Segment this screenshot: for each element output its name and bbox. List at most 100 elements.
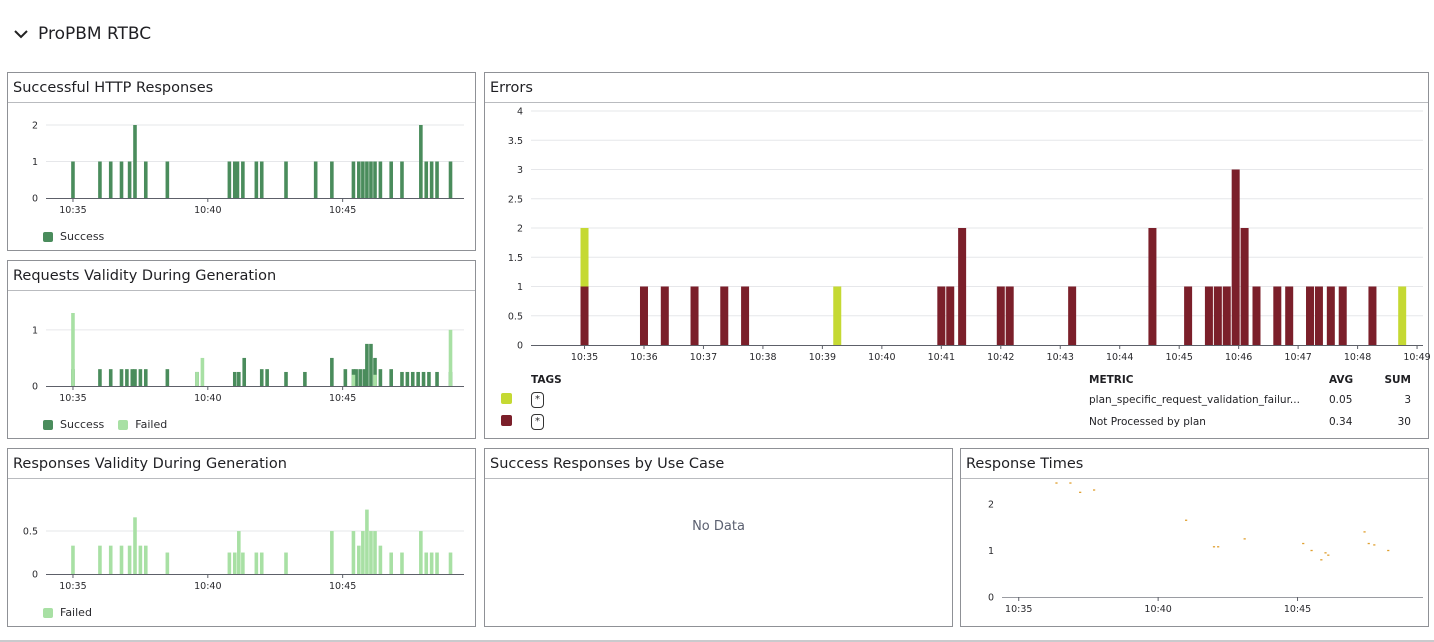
group-header[interactable]: ProPBM RTBC — [12, 20, 151, 48]
tags-cell: * — [531, 389, 1089, 411]
widget-response-times[interactable]: Response Times 0 1 2 10:35 10:40 10:45 — [960, 448, 1429, 627]
y-tick-label: 1 — [517, 282, 523, 293]
x-tick-label: 10:40 — [194, 205, 221, 216]
chart-responses-validity[interactable]: 0 0.5 10:35 10:40 10:45 — [8, 449, 477, 628]
chart-bar — [313, 161, 318, 198]
metric-column-header[interactable]: METRIC — [1089, 374, 1134, 386]
scatter-point — [1324, 552, 1327, 554]
chart-bar — [427, 371, 431, 386]
legend-item-failed[interactable]: Failed — [43, 606, 92, 619]
tags-column-header[interactable]: TAGS — [531, 374, 562, 386]
chart-bar — [241, 161, 245, 198]
scatter-point — [1310, 549, 1313, 552]
scatter-point — [1217, 546, 1220, 548]
x-tick-label: 10:46 — [1225, 352, 1252, 363]
y-tick-label: 3.5 — [508, 136, 523, 147]
y-tick-label: 0 — [32, 194, 38, 205]
chart-bar — [365, 161, 369, 198]
chart-bar — [1252, 286, 1261, 345]
chart-bar — [351, 531, 356, 574]
chart-bar — [1398, 286, 1407, 345]
chart-bar — [369, 343, 373, 386]
y-tick-label: 1 — [988, 546, 994, 557]
legend-item-failed[interactable]: Failed — [118, 418, 167, 431]
y-tick-label: 3 — [517, 165, 523, 176]
chart-response-times[interactable]: 0 1 2 10:35 10:40 10:45 — [961, 449, 1430, 628]
chart-bar — [580, 286, 589, 345]
legend-label: Success — [60, 418, 105, 431]
chart-bar — [419, 531, 423, 574]
sum-column-header[interactable]: SUM — [1384, 374, 1411, 386]
x-tick-label: 10:35 — [571, 352, 598, 363]
x-tick-label: 10:41 — [928, 352, 955, 363]
chart-bar — [284, 161, 288, 198]
widget-requests-validity[interactable]: Requests Validity During Generation 0 1 10… — [7, 260, 476, 439]
scatter-point — [1387, 549, 1390, 552]
x-tick-label: 10:45 — [329, 393, 356, 404]
chart-successful-http-responses[interactable]: 0 1 2 10:35 10:40 10:45 — [8, 73, 477, 252]
scatter-point — [1302, 542, 1305, 545]
x-tick-label: 10:40 — [194, 581, 221, 592]
tags-cell: * — [531, 411, 1089, 433]
chart-bar — [424, 552, 429, 574]
legend-item-success[interactable]: Success — [43, 418, 104, 431]
table-header-row: TAGS METRIC AVG SUM — [501, 371, 1411, 389]
table-row[interactable]: * Not Processed by plan 0.34 30 — [501, 411, 1411, 433]
x-tick-label: 10:39 — [809, 352, 836, 363]
chart-bar — [429, 552, 434, 574]
widget-title[interactable]: Success Responses by Use Case — [485, 449, 952, 479]
chart-bar — [354, 369, 358, 386]
chart-bar — [1184, 286, 1193, 345]
chart-bar — [361, 531, 365, 574]
chart-bar — [958, 228, 967, 345]
chart-bar — [119, 161, 124, 198]
chart-bar — [242, 357, 247, 386]
chart-bar — [195, 371, 199, 386]
widget-title[interactable]: Requests Validity During Generation — [8, 261, 475, 291]
chart-bar — [373, 374, 377, 386]
widget-success-responses-by-use-case[interactable]: Success Responses by Use Case No Data — [484, 448, 953, 627]
widget-errors[interactable]: Errors 0 0.5 1 1.5 2 2.5 3 3.5 4 10:35 10:36 10:37 1… — [484, 72, 1431, 439]
scatter-point — [1327, 554, 1330, 556]
widget-responses-validity[interactable]: Responses Validity During Generation 0 0.… — [7, 448, 476, 627]
chart-bar — [365, 343, 369, 386]
y-tick-label: 0 — [988, 593, 994, 604]
avg-column-header[interactable]: AVG — [1329, 374, 1354, 386]
tag-badge[interactable]: * — [531, 392, 544, 408]
chevron-down-icon[interactable] — [12, 25, 30, 43]
chart-bar — [369, 161, 373, 198]
widget-title[interactable]: Errors — [485, 73, 1428, 103]
scatter-point — [1243, 538, 1246, 540]
widget-title[interactable]: Response Times — [961, 449, 1428, 479]
scatter-point — [1055, 482, 1058, 484]
tag-badge[interactable]: * — [531, 414, 544, 430]
chart-bar — [937, 286, 946, 345]
widget-title[interactable]: Successful HTTP Responses — [8, 73, 475, 103]
chart-bar — [127, 545, 132, 574]
chart-bar — [365, 509, 369, 574]
chart-bar — [424, 161, 429, 198]
chart-requests-validity[interactable]: 0 1 10:35 10:40 10:45 — [8, 261, 477, 440]
x-tick-label: 10:45 — [1284, 604, 1311, 615]
avg-cell: 0.05 — [1329, 394, 1353, 406]
x-tick-label: 10:48 — [1344, 352, 1371, 363]
chart-errors[interactable]: 0 0.5 1 1.5 2 2.5 3 3.5 4 10:35 10:36 10:37 10:38 10:… — [485, 73, 1431, 364]
widget-title[interactable]: Responses Validity During Generation — [8, 449, 475, 479]
chart-bar — [720, 286, 729, 345]
widget-successful-http-responses[interactable]: Successful HTTP Responses 0 1 2 10:35 10:40 1… — [7, 72, 476, 251]
scatter-point — [1079, 491, 1082, 493]
x-tick-label: 10:35 — [59, 205, 86, 216]
chart-bar — [71, 161, 75, 198]
chart-bar — [405, 371, 410, 386]
chart-bar — [143, 369, 148, 386]
group-title: ProPBM RTBC — [38, 24, 152, 44]
scatter-point — [1093, 489, 1096, 491]
x-tick-label: 10:44 — [1106, 352, 1133, 363]
swatch-column-header — [501, 371, 531, 389]
legend-item-success[interactable]: Success — [43, 230, 104, 243]
scatter-point — [1185, 519, 1188, 521]
chart-bar — [284, 552, 288, 574]
legend-swatch — [43, 607, 53, 618]
table-row[interactable]: * plan_specific_request_validation_failu… — [501, 389, 1411, 411]
chart-bar — [1338, 286, 1347, 345]
